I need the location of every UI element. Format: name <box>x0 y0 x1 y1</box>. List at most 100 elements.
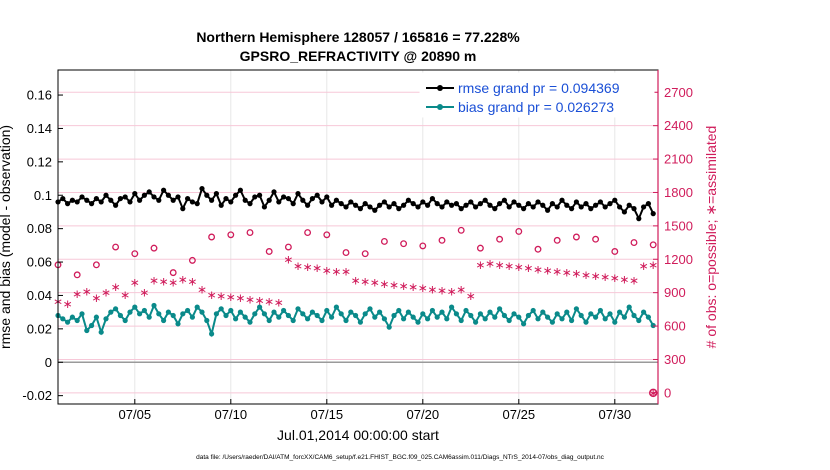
assimilated-obs-marker: ∗ <box>149 273 159 287</box>
assimilated-obs-marker: ∗ <box>351 273 361 287</box>
data-point <box>261 311 267 317</box>
possible-obs-marker <box>572 233 580 241</box>
y-right-tick-label: 1800 <box>664 185 693 200</box>
data-point <box>103 316 109 322</box>
data-point <box>74 317 80 324</box>
data-point <box>617 204 623 210</box>
data-point <box>636 317 642 324</box>
data-point <box>127 309 133 315</box>
data-point <box>170 197 176 203</box>
data-point <box>386 324 392 330</box>
data-point <box>636 216 642 222</box>
y-left-tick-label: 0.04 <box>27 288 52 303</box>
data-point <box>434 201 440 207</box>
data-point <box>506 317 512 324</box>
assimilated-obs-marker: ∗ <box>226 290 236 304</box>
possible-obs-marker <box>457 226 465 234</box>
data-point <box>545 314 551 320</box>
data-point <box>588 311 594 317</box>
data-point <box>391 312 397 319</box>
data-point <box>271 189 277 195</box>
data-point <box>65 319 71 325</box>
assimilated-obs-marker: ∗ <box>379 277 389 291</box>
assimilated-obs-marker: ∗ <box>639 259 649 273</box>
data-point <box>381 316 387 322</box>
assimilated-obs-marker: ∗ <box>82 285 92 299</box>
y-left-tick-label: 0.02 <box>27 321 52 336</box>
possible-obs-marker <box>611 248 619 255</box>
data-point <box>501 312 507 319</box>
data-point <box>401 316 407 322</box>
data-point <box>194 304 200 310</box>
data-point <box>607 311 613 317</box>
data-point <box>252 311 258 317</box>
legend-label: bias grand pr = 0.026273 <box>458 99 614 115</box>
assimilated-obs-marker: ∗ <box>187 275 197 289</box>
data-point <box>506 204 512 210</box>
data-point <box>247 201 253 207</box>
data-point <box>593 314 599 320</box>
data-point <box>281 307 287 314</box>
data-marks: ∗ ∗∗ ∗ ∗ ∗ ∗∗∗∗∗ ∗ ∗ ∗ ∗∗ ∗ ∗ ∗ ∗ ∗ ∗ ∗ ∗∗ ∗ ∗ ∗ ∗ ∗ ∗∗ ∗ ∗ ∗ ∗ ∗ ∗ ∗ ∗… <box>53 185 658 400</box>
data-point <box>314 192 320 198</box>
data-point <box>175 194 181 200</box>
data-point <box>521 321 527 327</box>
data-point <box>645 201 652 207</box>
assimilated-obs-marker: ∗ <box>139 286 149 300</box>
data-point <box>453 311 459 317</box>
data-point <box>74 199 80 205</box>
x-tick-label: 07/05 <box>119 407 152 422</box>
possible-obs-marker <box>169 269 177 277</box>
possible-obs-marker <box>188 256 196 264</box>
data-point <box>333 197 339 203</box>
y-right-tick-label: 900 <box>664 285 686 300</box>
assimilated-obs-marker: ∗ <box>581 268 591 282</box>
data-point <box>60 316 66 322</box>
assimilated-obs-marker: ∗ <box>619 272 629 286</box>
y-right-tick-label: 600 <box>664 319 686 334</box>
data-point <box>415 204 421 210</box>
assimilated-obs-marker: ∗ <box>648 258 658 272</box>
data-point <box>113 306 119 312</box>
x-tick-label: 07/25 <box>503 407 536 422</box>
y-axis-label-right: # of obs: o=possible; ∗=assimilated <box>703 126 719 349</box>
y-left-tick-label: 0.08 <box>27 221 52 236</box>
data-point <box>573 199 580 205</box>
x-tick-label: 07/20 <box>407 407 440 422</box>
possible-obs-marker <box>400 240 408 248</box>
data-point <box>108 197 114 203</box>
assimilated-obs-marker: ∗ <box>101 286 111 300</box>
possible-obs-marker <box>227 231 235 239</box>
data-point <box>314 312 320 319</box>
chart-title: Northern Hemisphere 128057 / 165816 = 77… <box>196 29 520 45</box>
data-point <box>535 199 541 205</box>
data-point <box>218 202 224 208</box>
plot-background <box>58 70 658 404</box>
data-point <box>223 312 229 319</box>
data-point <box>161 317 167 324</box>
assimilated-obs-marker: ∗ <box>571 267 581 281</box>
assimilated-obs-marker: ∗ <box>370 276 380 290</box>
data-point <box>357 319 363 325</box>
data-point <box>69 197 75 203</box>
data-point <box>175 321 181 327</box>
possible-obs-marker <box>131 250 139 258</box>
data-point <box>93 314 99 320</box>
data-point <box>377 309 383 315</box>
y-right-tick-label: 2400 <box>664 118 693 133</box>
data-point <box>98 199 104 205</box>
assimilated-obs-marker: ∗ <box>408 280 418 294</box>
data-point <box>410 314 416 320</box>
y-left-tick-label: 0.06 <box>27 255 52 270</box>
data-point <box>521 206 527 212</box>
data-point <box>511 311 517 317</box>
assimilated-obs-marker: ∗ <box>245 292 255 306</box>
data-point <box>165 192 171 198</box>
possible-obs-marker <box>342 249 350 257</box>
data-point <box>228 199 234 205</box>
data-point <box>348 199 354 205</box>
data-point <box>602 204 608 210</box>
x-tick-label: 07/15 <box>311 407 344 422</box>
data-point <box>569 317 575 324</box>
data-point <box>621 314 628 320</box>
